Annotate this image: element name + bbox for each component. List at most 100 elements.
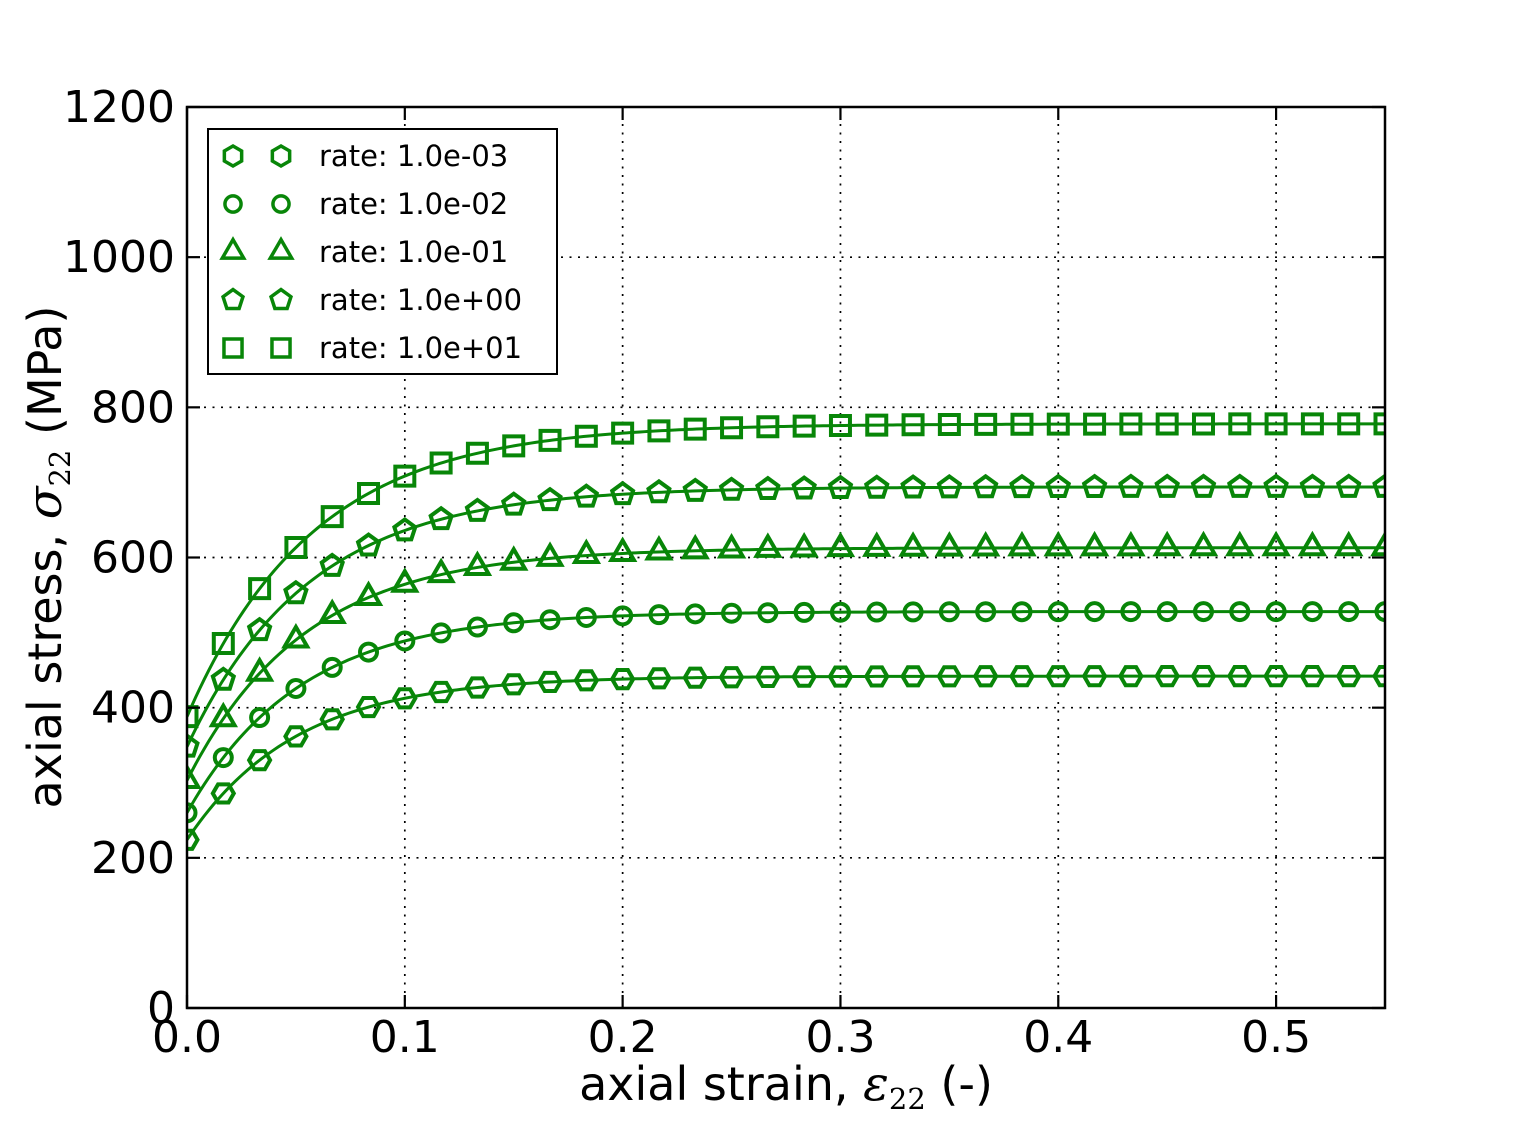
data-point-marker [900,665,926,688]
data-point-marker [827,665,854,688]
data-point-marker [789,531,819,558]
data-point-marker [1118,665,1144,688]
data-point-marker [1192,601,1214,623]
data-point-marker [285,677,307,699]
data-point-marker [539,609,561,631]
data-point-marker [647,419,671,443]
series-rate--1-0e-03 [187,665,1385,851]
data-point-marker [393,464,417,488]
y-tick-label: 200 [91,833,175,884]
legend-square-icon [217,330,249,366]
data-point-marker [753,532,783,558]
data-point-marker [1118,473,1144,498]
y-tick-label: 400 [91,683,175,734]
data-point-marker [210,666,237,691]
data-point-marker [208,701,239,728]
data-point-marker [428,505,454,531]
x-axis-label-units: (-) [925,1057,993,1111]
tick-labels: 0.0 0.1 0.2 0.3 0.4 0.5 0 200 400 600 800 1000 1200 [63,82,1311,1063]
data-point-marker [1009,665,1035,688]
y-tick-label: 1200 [63,82,175,133]
legend-marker-glyph [271,194,291,214]
data-point-marker [793,601,815,623]
data-point-marker [1263,665,1289,688]
data-point-marker [353,580,384,606]
legend: rate: 1.0e-03 rate: 1.0e-02 rate: 1.0e-01 r… [207,128,558,375]
data-point-marker [792,414,816,438]
data-point-marker [538,428,562,452]
data-point-marker [466,616,488,638]
data-point-marker [1226,665,1253,688]
data-point-marker [1333,530,1364,557]
data-point-marker [1229,601,1251,623]
data-point-marker [936,665,963,688]
data-point-marker [1297,530,1328,557]
x-tick-label: 0.4 [1023,1012,1093,1063]
data-point-marker [901,413,925,437]
x-tick-label: 0.0 [152,1012,222,1063]
data-point-marker [1081,665,1108,688]
legend-item-label: rate: 1.0e-02 [319,187,509,221]
data-point-marker [537,486,563,512]
data-point-marker [212,747,234,769]
data-point-marker [1372,473,1385,498]
legend-marker-glyph [267,236,295,260]
legend-circle-icon [265,186,297,222]
legend-marker-glyph [223,194,243,214]
data-point-marker [575,606,597,628]
data-point-marker [1301,601,1323,623]
data-point-marker [571,538,602,565]
data-point-marker [1370,530,1385,557]
data-point-marker [1079,530,1110,557]
data-point-marker [829,601,851,623]
data-point-marker [211,632,235,656]
y-axis-label-units: (MPa) [18,305,72,450]
data-point-marker [1263,473,1289,498]
data-point-marker [1010,412,1034,436]
sigma-subscript: 22 [43,449,77,487]
data-point-marker [975,601,997,623]
legend-marker-glyph [219,236,247,260]
data-point-marker [1299,665,1326,688]
legend-marker-glyph [270,144,292,168]
series-rate--1-0e-02 [187,601,1385,824]
legend-pentagon-icon [265,282,297,318]
plot-border [185,105,1387,1010]
data-point-marker [1045,665,1072,688]
legend-hexagon-point-up-icon [217,138,249,174]
legend-marker-glyph [269,287,293,311]
data-point-marker [1152,530,1182,557]
data-point-marker [898,531,928,557]
legend-triangle-up-icon [217,234,249,270]
data-point-marker [464,497,491,522]
data-point-marker [1156,601,1178,623]
data-point-marker [612,605,634,627]
series-line [187,485,1385,748]
data-point-marker [1265,601,1287,623]
data-point-marker [718,476,745,501]
data-point-marker [1335,665,1362,688]
data-point-marker [1373,412,1385,436]
data-point-marker [1083,412,1107,436]
data-point-marker [1225,530,1255,557]
legend-item: rate: 1.0e-01 [209,228,556,276]
data-point-marker [284,536,308,560]
data-point-marker [791,475,817,500]
data-point-marker [499,545,529,571]
data-point-marker [210,782,237,805]
data-point-marker [500,673,527,696]
data-point-marker [756,415,780,439]
data-point-marker [357,481,381,505]
data-point-marker [465,441,489,465]
data-point-marker [1120,601,1142,623]
data-point-marker [1190,665,1217,688]
data-point-marker [970,531,1001,557]
data-point-marker [1119,412,1143,436]
data-point-marker [1011,601,1033,623]
data-point-marker [426,557,456,584]
series-line [187,422,1385,718]
y-tick-label: 1000 [63,232,175,283]
data-point-marker [1045,473,1072,499]
legend-triangle-up-icon [265,234,297,270]
data-point-marker [1043,530,1073,557]
